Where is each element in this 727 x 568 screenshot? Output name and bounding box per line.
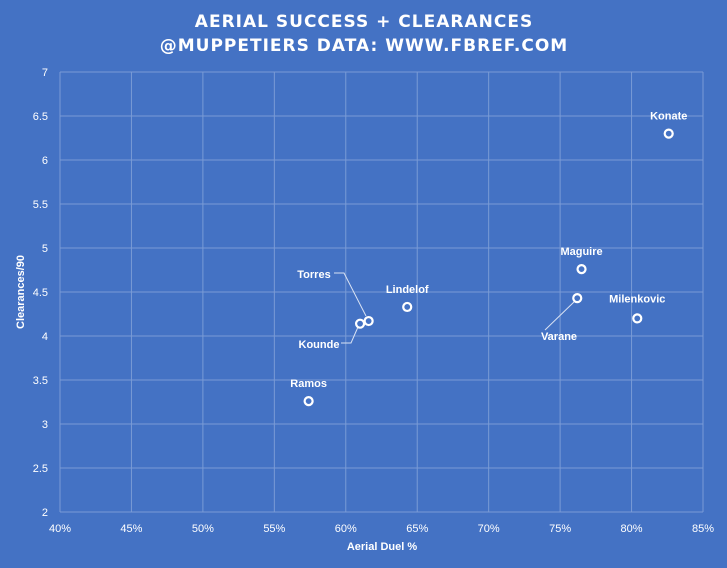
x-tick-label: 60% xyxy=(335,523,357,535)
y-tick-label: 3 xyxy=(42,419,48,431)
x-tick-label: 85% xyxy=(692,523,714,535)
label-leader-lines xyxy=(334,272,576,344)
y-tick-label: 5.5 xyxy=(33,199,48,211)
data-point xyxy=(354,318,366,329)
chart-title: AERIAL SUCCESS + CLEARANCES xyxy=(195,12,533,32)
data-point xyxy=(663,128,674,139)
leader-line xyxy=(341,326,359,344)
chart-subtitle: @MUPPETIERS DATA: WWW.FBREF.COM xyxy=(160,36,568,56)
y-tick-label: 3.5 xyxy=(33,375,48,387)
x-tick-label: 55% xyxy=(263,523,285,535)
data-point xyxy=(363,315,374,327)
x-tick-label: 40% xyxy=(49,523,71,535)
data-points xyxy=(303,128,674,407)
x-axis-ticks: 40% 45% 50% 55% 60% 65% 70% 75% 80% 85% xyxy=(49,523,714,535)
leader-line xyxy=(334,272,367,317)
data-label: Torres xyxy=(297,269,330,281)
y-tick-label: 7 xyxy=(42,67,48,79)
data-label: Lindelof xyxy=(386,284,429,296)
y-tick-label: 6.5 xyxy=(33,111,48,123)
y-axis-label: Clearances/90 xyxy=(15,255,27,329)
x-axis-label: Aerial Duel % xyxy=(347,541,418,553)
data-point xyxy=(572,293,583,304)
data-point xyxy=(303,396,314,407)
y-tick-label: 4.5 xyxy=(33,287,48,299)
data-label: Milenkovic xyxy=(609,293,665,305)
leader-line xyxy=(544,300,576,331)
data-label: Varane xyxy=(541,331,577,343)
data-point xyxy=(402,301,413,313)
x-tick-label: 45% xyxy=(120,523,142,535)
x-tick-label: 75% xyxy=(549,523,571,535)
data-label: Ramos xyxy=(290,378,327,390)
y-tick-label: 2 xyxy=(42,507,48,519)
gridlines xyxy=(59,71,704,513)
data-label: Kounde xyxy=(299,339,340,351)
x-tick-label: 50% xyxy=(192,523,214,535)
y-tick-label: 2.5 xyxy=(33,463,48,475)
y-tick-label: 4 xyxy=(42,331,48,343)
data-labels: Konate Maguire Varane Milenkovic Lindelof Tor… xyxy=(290,111,687,391)
y-axis-ticks: 2 2.5 3 3.5 4 4.5 5 5.5 6 6.5 7 xyxy=(33,67,48,519)
data-point xyxy=(632,313,643,324)
x-tick-label: 70% xyxy=(478,523,500,535)
x-tick-label: 65% xyxy=(406,523,428,535)
y-tick-label: 6 xyxy=(42,155,48,167)
data-point xyxy=(576,264,587,275)
y-tick-label: 5 xyxy=(42,243,48,255)
data-label: Maguire xyxy=(560,246,602,258)
data-label: Konate xyxy=(650,111,687,123)
x-tick-label: 80% xyxy=(621,523,643,535)
